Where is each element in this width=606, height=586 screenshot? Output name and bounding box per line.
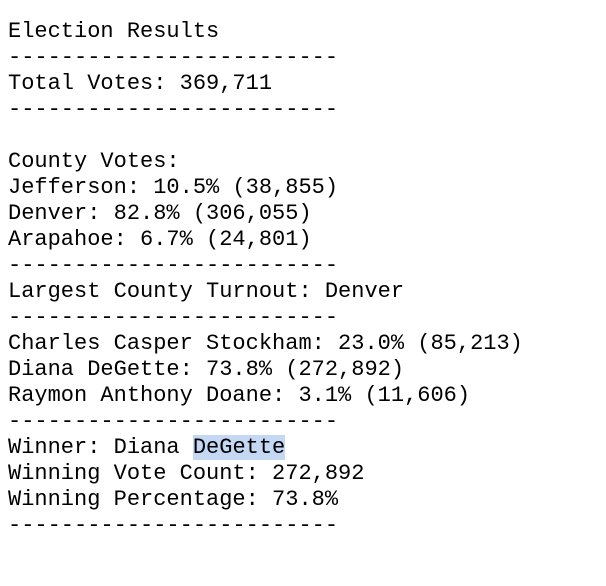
rule: ------------------------- [8, 253, 339, 278]
total-votes: Total Votes: 369,711 [8, 71, 273, 96]
selected-text[interactable]: DeGette [192, 435, 286, 460]
county-line: Arapahoe: 6.7% (24,801) [8, 227, 312, 252]
rule: ------------------------- [8, 305, 339, 330]
winner-prefix: Winner: Diana [8, 435, 193, 460]
winning-percentage: Winning Percentage: 73.8% [8, 487, 339, 512]
winner: Winner: Diana DeGette [8, 435, 523, 461]
rule: ------------------------- [8, 409, 339, 434]
candidate-line: Diana DeGette: 73.8% (272,892) [8, 357, 405, 382]
county-heading: County Votes: [8, 149, 180, 174]
candidate-line: Charles Casper Stockham: 23.0% (85,213) [8, 331, 523, 356]
rule: ------------------------- [8, 513, 339, 538]
rule: ------------------------- [8, 97, 339, 122]
winning-count: Winning Vote Count: 272,892 [8, 461, 365, 486]
text-output: Election Results -----------------------… [8, 19, 523, 539]
candidate-line: Raymon Anthony Doane: 3.1% (11,606) [8, 383, 471, 408]
blank-line [8, 123, 523, 149]
title: Election Results [8, 19, 220, 44]
largest-county: Largest County Turnout: Denver [8, 279, 405, 304]
rule: ------------------------- [8, 45, 339, 70]
county-line: Denver: 82.8% (306,055) [8, 201, 312, 226]
county-line: Jefferson: 10.5% (38,855) [8, 175, 339, 200]
